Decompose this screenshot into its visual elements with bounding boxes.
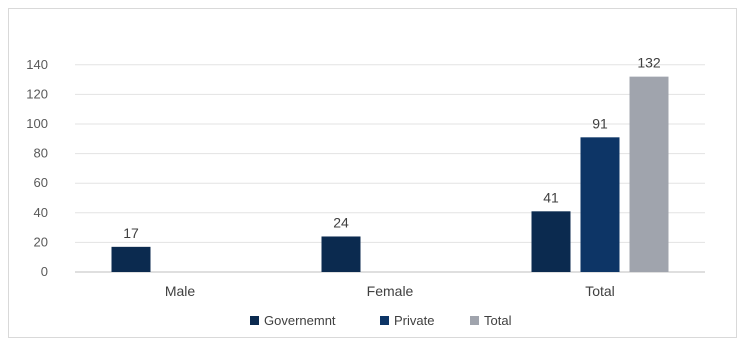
legend-swatch <box>380 316 389 325</box>
category-label-female: Female <box>367 283 414 299</box>
bar-total-total <box>629 76 669 272</box>
x-axis-category-labels: Male Female Total <box>165 283 615 299</box>
data-labels: 17 24 41 91 132 <box>123 55 661 241</box>
y-tick-label: 100 <box>26 116 48 131</box>
category-label-total: Total <box>585 283 615 299</box>
bar-female-governemnt <box>321 236 361 272</box>
y-tick-label: 140 <box>26 57 48 72</box>
data-label: 91 <box>592 115 608 131</box>
legend-item-governemnt: Governemnt <box>250 313 336 328</box>
y-tick-label: 60 <box>34 175 48 190</box>
bars <box>111 76 669 272</box>
data-label: 41 <box>543 189 559 205</box>
legend-item-total: Total <box>470 313 512 328</box>
category-label-male: Male <box>165 283 196 299</box>
legend-label: Total <box>484 313 512 328</box>
legend-swatch <box>250 316 259 325</box>
data-label: 24 <box>333 214 349 230</box>
legend-swatch <box>470 316 479 325</box>
legend-item-private: Private <box>380 313 434 328</box>
bar-total-governemnt <box>531 211 571 272</box>
y-tick-label: 0 <box>41 264 48 279</box>
legend-label: Private <box>394 313 434 328</box>
y-tick-label: 120 <box>26 86 48 101</box>
bar-male-governemnt <box>111 246 151 272</box>
legend-label: Governemnt <box>264 313 336 328</box>
bar-total-private <box>580 137 620 272</box>
y-axis-tick-labels: 0 20 40 60 80 100 120 140 <box>26 57 48 279</box>
y-tick-label: 40 <box>34 205 48 220</box>
data-label: 17 <box>123 225 139 241</box>
data-label: 132 <box>637 55 661 71</box>
y-tick-label: 80 <box>34 146 48 161</box>
legend: Governemnt Private Total <box>250 313 512 328</box>
y-tick-label: 20 <box>34 234 48 249</box>
